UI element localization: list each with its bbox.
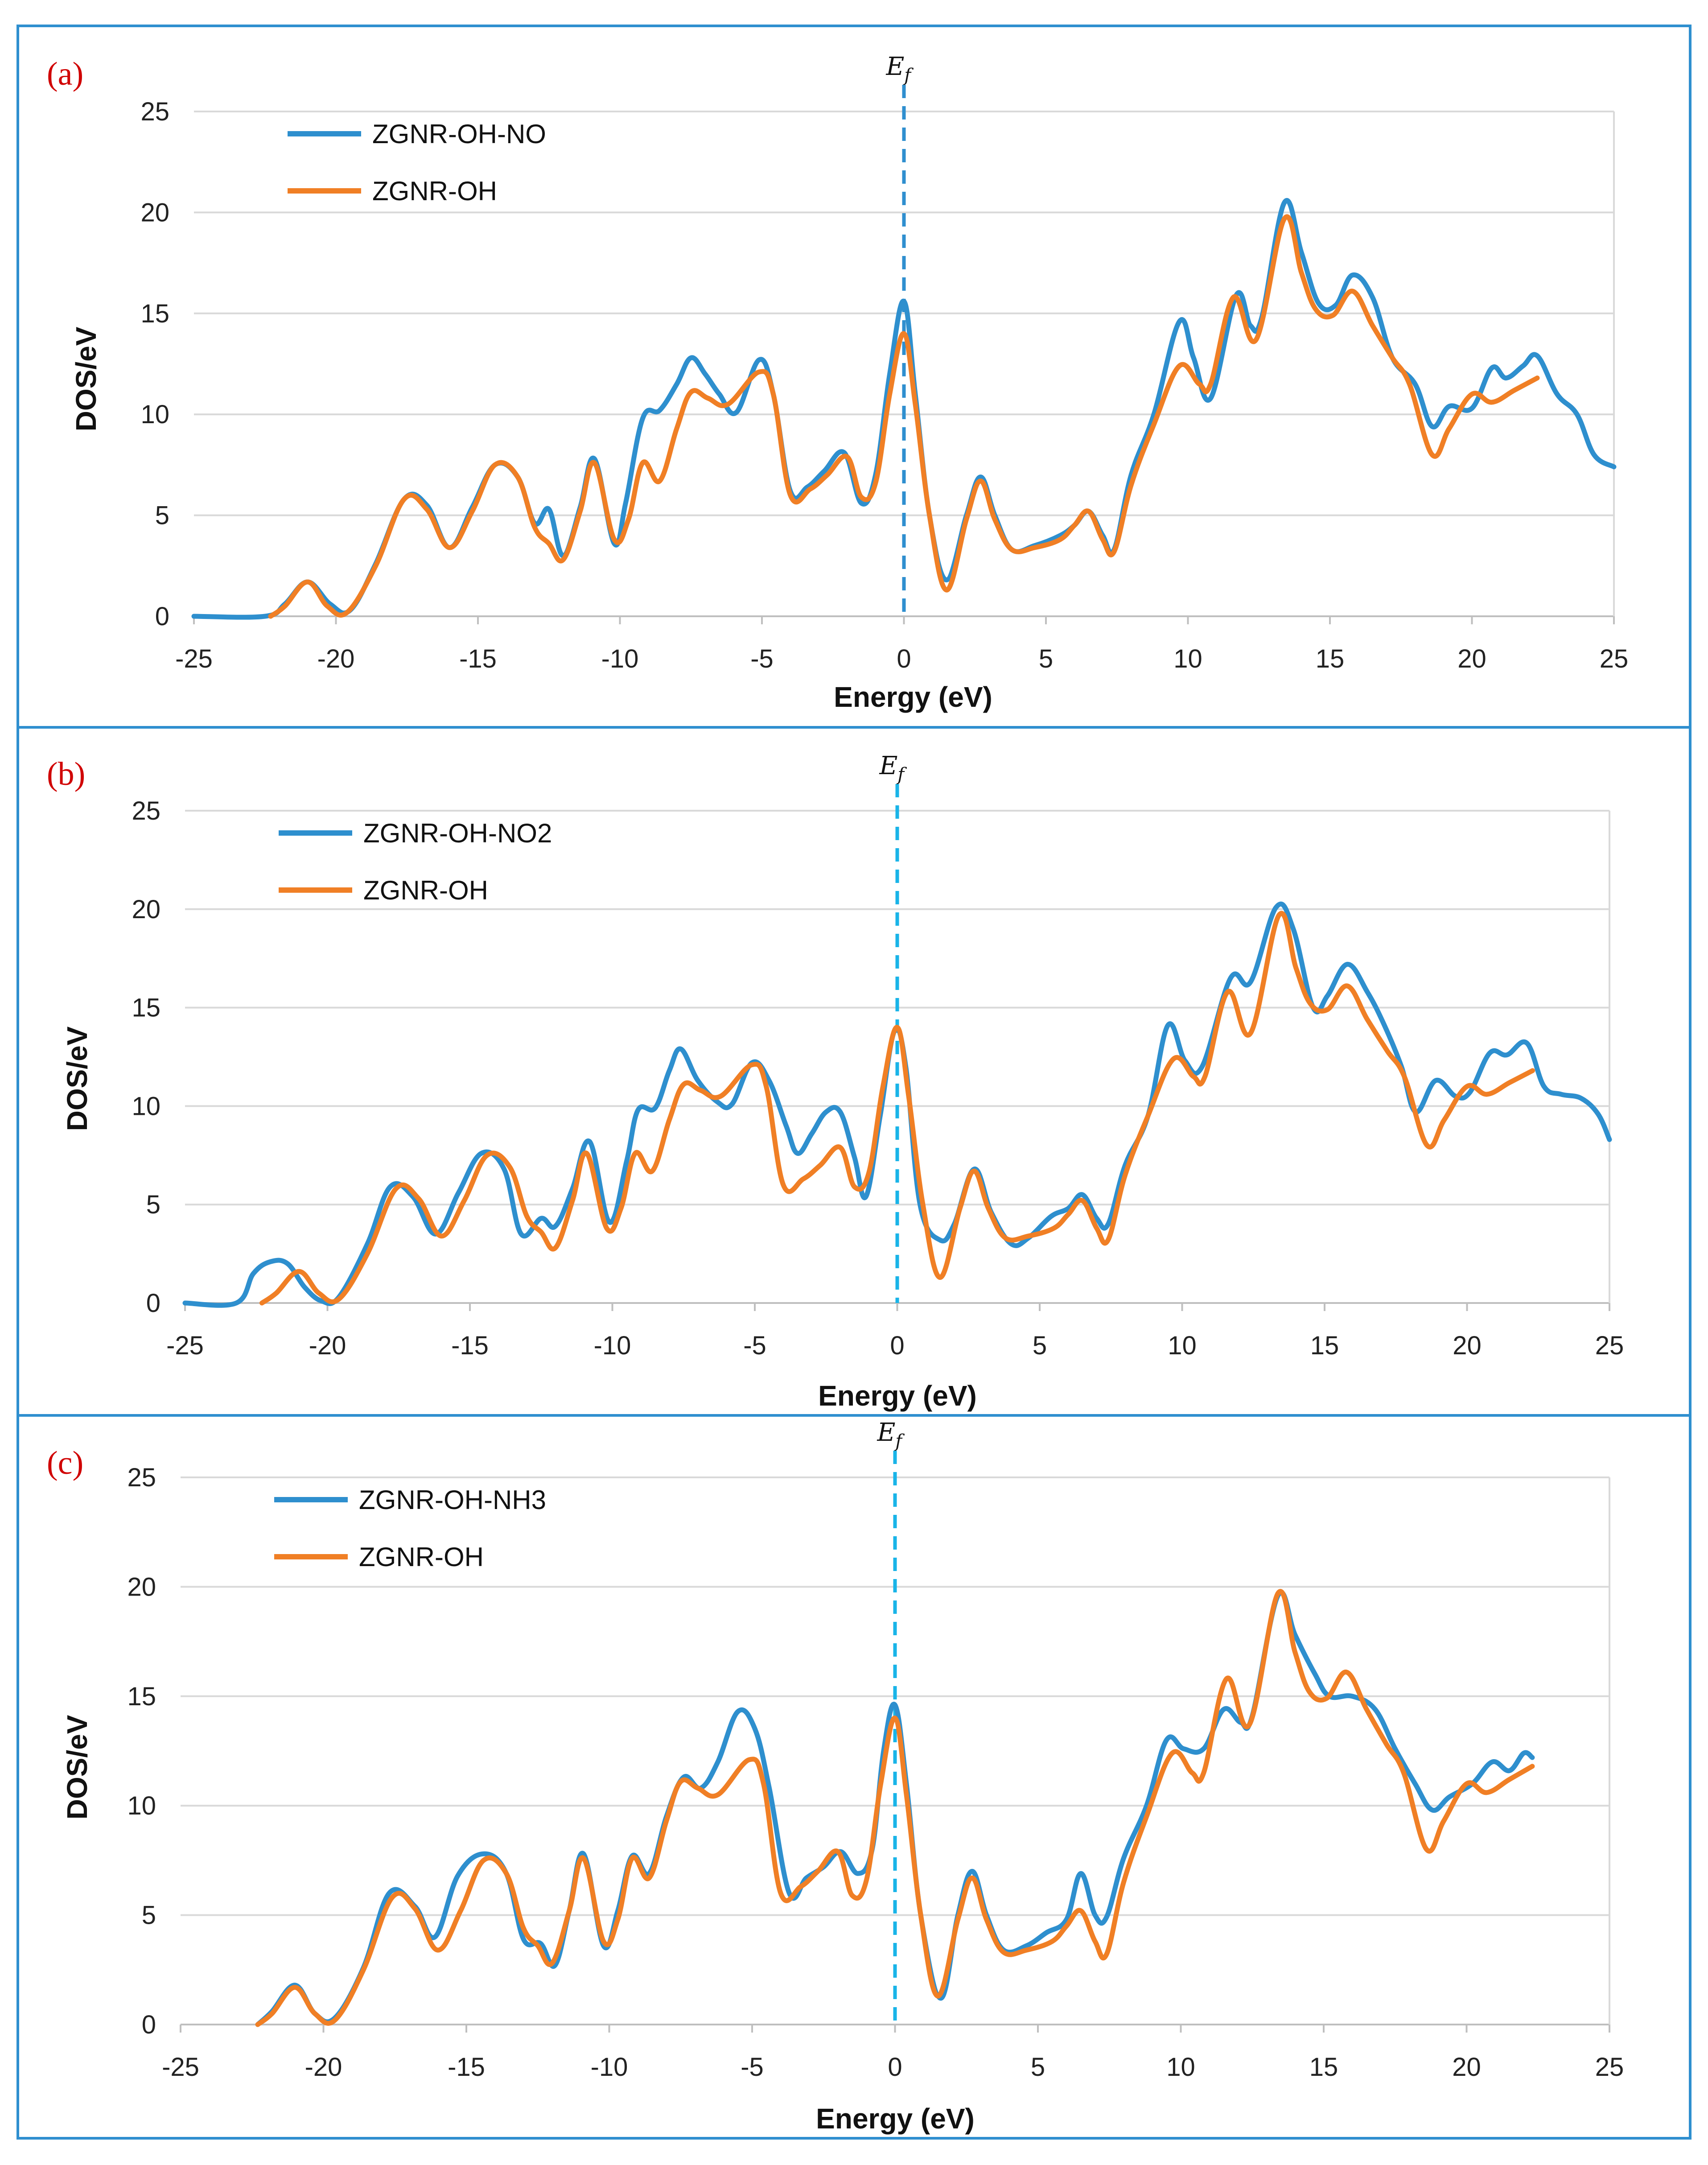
panel-c-series-line-zgnr-oh xyxy=(255,1589,1535,2027)
panel-c-x-tick-label: 20 xyxy=(1452,2053,1481,2082)
panel-c-x-tick-label: -5 xyxy=(741,2053,764,2082)
panel-c-x-tick-label: -25 xyxy=(162,2053,199,2082)
panel-a-x-tick-label: 10 xyxy=(1173,644,1202,673)
panel-a-x-tick-label: 25 xyxy=(1600,644,1629,673)
panel-c-x-axis-title: Energy (eV) xyxy=(816,2103,975,2135)
panel-c-y-tick-label: 5 xyxy=(142,1901,156,1930)
panel-a-x-tick-label: 5 xyxy=(1039,644,1053,673)
panel-b-x-tick-label: -15 xyxy=(451,1331,489,1360)
panel-c-x-tick-label: 15 xyxy=(1309,2053,1338,2082)
panel-b-x-tick-label: -20 xyxy=(309,1331,346,1360)
panel-a-y-tick-label: 20 xyxy=(140,198,169,227)
panel-c-x-tick-label: 5 xyxy=(1031,2053,1045,2082)
panel-b-x-tick-label: -5 xyxy=(743,1331,766,1360)
panel-b-series-line-zgnr-oh xyxy=(259,911,1535,1306)
panel-c-legend-label: ZGNR-OH-NH3 xyxy=(359,1485,546,1515)
panel-b-x-axis-title: Energy (eV) xyxy=(818,1380,977,1412)
panel-c-x-tick-label: 10 xyxy=(1166,2053,1195,2082)
panel-b-x-tick-label: 20 xyxy=(1453,1331,1482,1360)
panel-a-series-line-zgnr-oh xyxy=(268,214,1540,619)
panel-c-y-tick-label: 0 xyxy=(142,2010,156,2039)
panel-c-x-tick-label: 0 xyxy=(888,2053,902,2082)
panel-b-y-tick-label: 0 xyxy=(146,1289,161,1318)
panel-a-x-tick-label: 15 xyxy=(1316,644,1345,673)
panel-c-legend-label: ZGNR-OH xyxy=(359,1542,484,1572)
panel-b-x-tick-label: 15 xyxy=(1310,1331,1339,1360)
panel-b-x-tick-label: 5 xyxy=(1033,1331,1047,1360)
panel-a-legend-label: ZGNR-OH-NO xyxy=(372,119,546,149)
panel-b-x-tick-label: -25 xyxy=(166,1331,204,1360)
panel-b-y-tick-label: 20 xyxy=(132,895,161,924)
panel-b-x-tick-label: 10 xyxy=(1168,1331,1197,1360)
panel-c-y-tick-label: 10 xyxy=(127,1791,156,1820)
panel-b-legend-label: ZGNR-OH-NO2 xyxy=(363,818,552,848)
panel-c-y-tick-label: 25 xyxy=(127,1463,156,1492)
panel-a-x-tick-label: 0 xyxy=(897,644,911,673)
panel-a-y-axis-title: DOS/eV xyxy=(70,326,102,431)
panel-a-y-tick-label: 5 xyxy=(155,501,169,530)
panel-c-border xyxy=(16,1414,1692,2140)
panel-a-y-tick-label: 0 xyxy=(155,602,169,631)
panel-a-x-tick-label: -20 xyxy=(317,644,355,673)
panel-a-legend-label: ZGNR-OH xyxy=(372,176,497,206)
panel-b-label: (b) xyxy=(47,756,85,792)
panel-b-x-tick-label: -10 xyxy=(594,1331,631,1360)
panel-c-y-tick-label: 20 xyxy=(127,1572,156,1601)
panel-c-x-tick-label: -15 xyxy=(448,2053,485,2082)
panel-c-label: (c) xyxy=(47,1445,83,1481)
panel-a-label: (a) xyxy=(47,56,83,92)
panel-a-x-tick-label: -15 xyxy=(459,644,497,673)
panel-a-x-tick-label: 20 xyxy=(1457,644,1486,673)
panel-c-x-tick-label: 25 xyxy=(1595,2053,1624,2082)
panel-b-y-tick-label: 25 xyxy=(132,796,161,825)
panel-c-x-tick-label: -10 xyxy=(591,2053,628,2082)
panel-b-y-tick-label: 15 xyxy=(132,994,161,1023)
panel-b-x-tick-label: 25 xyxy=(1595,1331,1624,1360)
panel-b-legend-label: ZGNR-OH xyxy=(363,875,488,905)
panel-c-y-tick-label: 15 xyxy=(127,1682,156,1711)
panel-a-y-tick-label: 10 xyxy=(140,400,169,429)
panel-a-y-tick-label: 15 xyxy=(140,299,169,328)
panel-a-y-tick-label: 25 xyxy=(140,97,169,126)
panel-b-y-axis-title: DOS/eV xyxy=(61,1026,93,1131)
panel-b-y-tick-label: 10 xyxy=(132,1092,161,1121)
panel-b-y-tick-label: 5 xyxy=(146,1190,161,1219)
panel-c-x-tick-label: -20 xyxy=(305,2053,342,2082)
panel-b-x-tick-label: 0 xyxy=(890,1331,904,1360)
panel-c-y-axis-title: DOS/eV xyxy=(61,1715,93,1819)
panel-a-x-tick-label: -25 xyxy=(175,644,213,673)
panel-a-x-tick-label: -10 xyxy=(601,644,639,673)
panel-a-x-tick-label: -5 xyxy=(750,644,774,673)
panel-a-x-axis-title: Energy (eV) xyxy=(834,681,992,713)
